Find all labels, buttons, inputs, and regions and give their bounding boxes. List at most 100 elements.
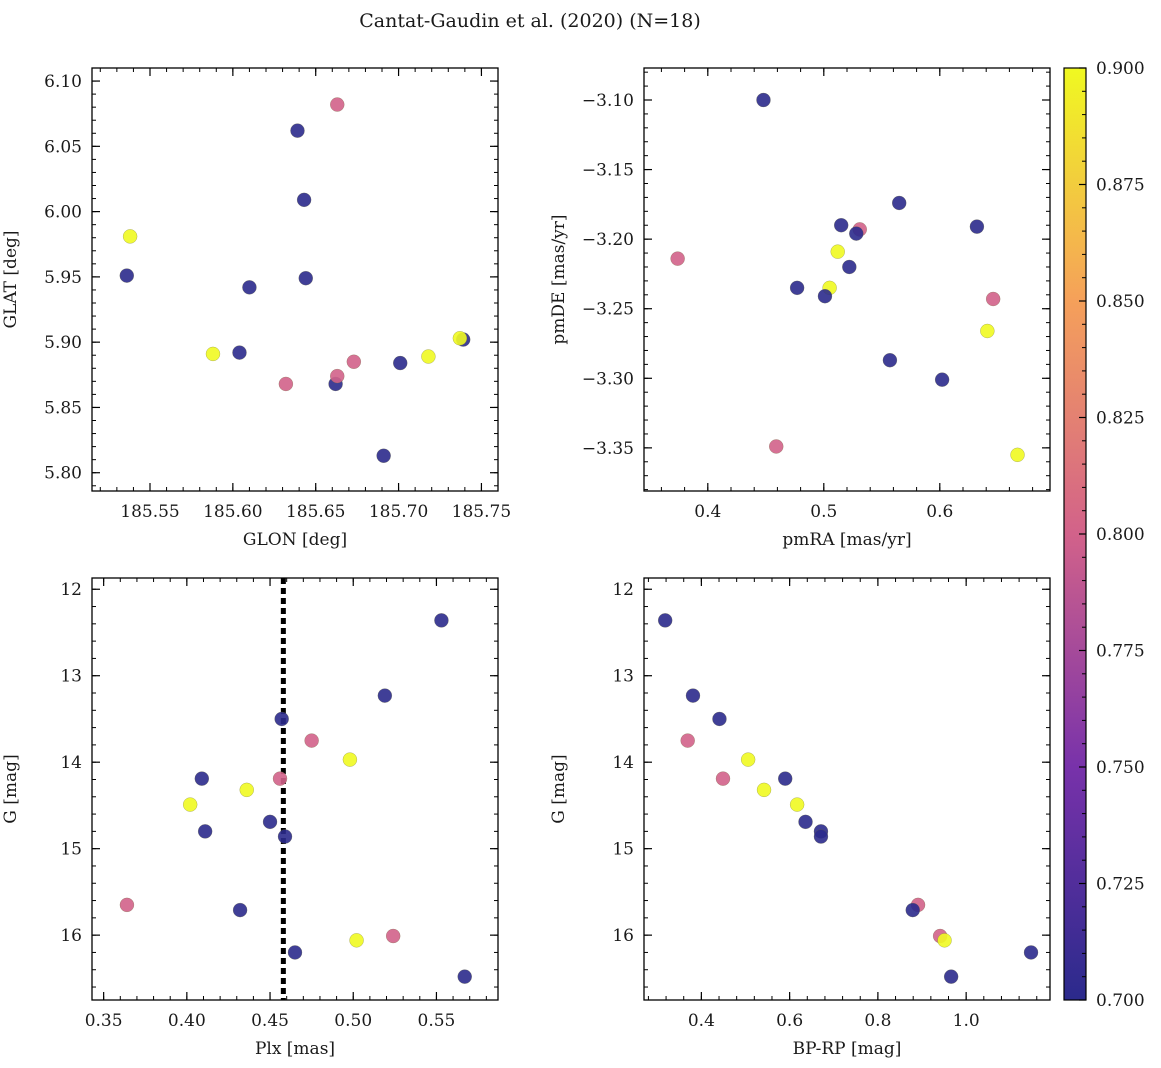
y-tick-label: 5.90 [44, 333, 82, 353]
data-point [457, 969, 472, 984]
y-tick-label: 14 [612, 753, 634, 773]
plot-frame [643, 577, 1051, 1001]
data-point [849, 226, 864, 241]
y-tick-label: 13 [612, 667, 634, 687]
y-tick-label: 12 [60, 580, 82, 600]
x-tick-label: 0.4 [694, 502, 721, 522]
colorbar-tick-label: 0.700 [1096, 991, 1145, 1011]
data-point [342, 752, 358, 767]
colorbar-tick-label: 0.800 [1096, 525, 1145, 545]
colorbar-tick-label: 0.725 [1096, 875, 1145, 895]
x-tick-label: 0.6 [776, 1011, 803, 1031]
y-tick-label: 6.10 [44, 72, 82, 92]
data-point [670, 251, 685, 266]
data-point [905, 902, 921, 918]
x-axis-label: pmRA [mas/yr] [782, 530, 911, 550]
colorbar-tick-label: 0.900 [1096, 59, 1145, 79]
data-point [119, 897, 135, 913]
data-point [122, 229, 138, 244]
y-tick-label: 16 [60, 926, 82, 946]
data-point [830, 244, 845, 259]
colorbar: 0.700 0.725 0.750 0.775 0.800 0.825 0.850 0.875… [1063, 59, 1145, 1011]
figure-title: Cantat-Gaudin et al. (2020) (N=18) [359, 10, 701, 32]
x-axis-label: Plx [mas] [255, 1039, 335, 1059]
x-tick-label: 0.45 [251, 1011, 289, 1031]
y-tick-label: 6.00 [44, 203, 82, 223]
y-axis-label: G [mag] [1, 754, 21, 823]
data-point [232, 902, 248, 918]
x-tick-label: 0.40 [168, 1011, 206, 1031]
data-point [278, 376, 294, 392]
data-point [330, 368, 345, 384]
x-tick-label: 1.0 [953, 1011, 980, 1031]
data-point [789, 280, 805, 296]
panels: 185.55 185.60 185.65 185.70 185.75 5.80 5.85 5.… [1, 67, 1051, 1059]
y-tick-label: 5.95 [44, 268, 82, 288]
data-point [377, 688, 393, 703]
y-tick-label: −3.10 [582, 91, 634, 111]
data-point [777, 771, 793, 786]
data-point [842, 259, 857, 275]
y-tick-label: 6.05 [44, 137, 82, 157]
data-point [349, 933, 364, 948]
panel-bprp-g: 0.4 0.6 0.8 1.0 12 13 14 15 16 BP-RP [mag] G [mag] [549, 577, 1051, 1059]
x-tick-label: 0.8 [864, 1011, 891, 1031]
data-point [943, 969, 959, 984]
data-point [813, 829, 829, 844]
data-point [833, 217, 849, 233]
data-point [119, 268, 135, 283]
data-point [740, 752, 756, 767]
y-tick-label: 12 [612, 580, 634, 600]
data-point [680, 733, 695, 748]
x-tick-label: 0.6 [926, 502, 953, 522]
y-tick-label: 13 [60, 667, 82, 687]
data-point [385, 928, 401, 944]
data-point [330, 97, 345, 112]
data-point [715, 771, 731, 786]
y-tick-label: 15 [60, 840, 82, 860]
data-point [182, 797, 198, 812]
data-point [197, 824, 213, 839]
colorbar-tick-label: 0.775 [1096, 642, 1145, 662]
data-point [376, 448, 391, 463]
x-axis-label: GLON [deg] [243, 530, 347, 550]
y-tick-label: 5.85 [44, 398, 82, 418]
data-point [287, 945, 303, 960]
y-tick-label: −3.20 [582, 230, 634, 250]
data-point [756, 92, 771, 108]
data-point [789, 797, 805, 812]
y-tick-label: 14 [60, 753, 82, 773]
data-point [242, 280, 257, 295]
x-tick-label: 0.50 [334, 1011, 372, 1031]
y-tick-label: −3.25 [582, 300, 634, 320]
data-point [1010, 447, 1025, 463]
colorbar-tick-label: 0.850 [1096, 292, 1145, 312]
panel-plx-g: 0.35 0.40 0.45 0.50 0.55 12 13 14 15 16 Plx [mas] G… [1, 577, 499, 1059]
panel-glon-glat: 185.55 185.60 185.65 185.70 185.75 5.80 5.85 5.… [1, 67, 511, 550]
data-point [657, 613, 673, 628]
data-point [934, 372, 950, 387]
y-tick-label: 15 [612, 840, 634, 860]
x-tick-label: 0.55 [418, 1011, 456, 1031]
data-point [392, 355, 408, 371]
plot-frame [643, 67, 1051, 492]
data-point [817, 288, 833, 304]
data-point [980, 323, 995, 339]
x-tick-label: 185.55 [120, 502, 179, 522]
y-axis-label: G [mag] [549, 754, 569, 823]
data-point [290, 123, 305, 138]
x-tick-label: 0.5 [810, 502, 837, 522]
data-point [891, 195, 907, 211]
data-point [421, 349, 436, 364]
x-tick-label: 185.65 [286, 502, 345, 522]
x-tick-label: 185.60 [203, 502, 262, 522]
data-point [304, 733, 319, 748]
y-tick-label: 16 [612, 926, 634, 946]
x-tick-label: 0.4 [688, 1011, 715, 1031]
y-tick-label: 5.80 [44, 464, 82, 484]
data-point [277, 829, 293, 844]
data-point [239, 782, 254, 798]
data-point [768, 439, 784, 454]
data-point [756, 782, 772, 798]
